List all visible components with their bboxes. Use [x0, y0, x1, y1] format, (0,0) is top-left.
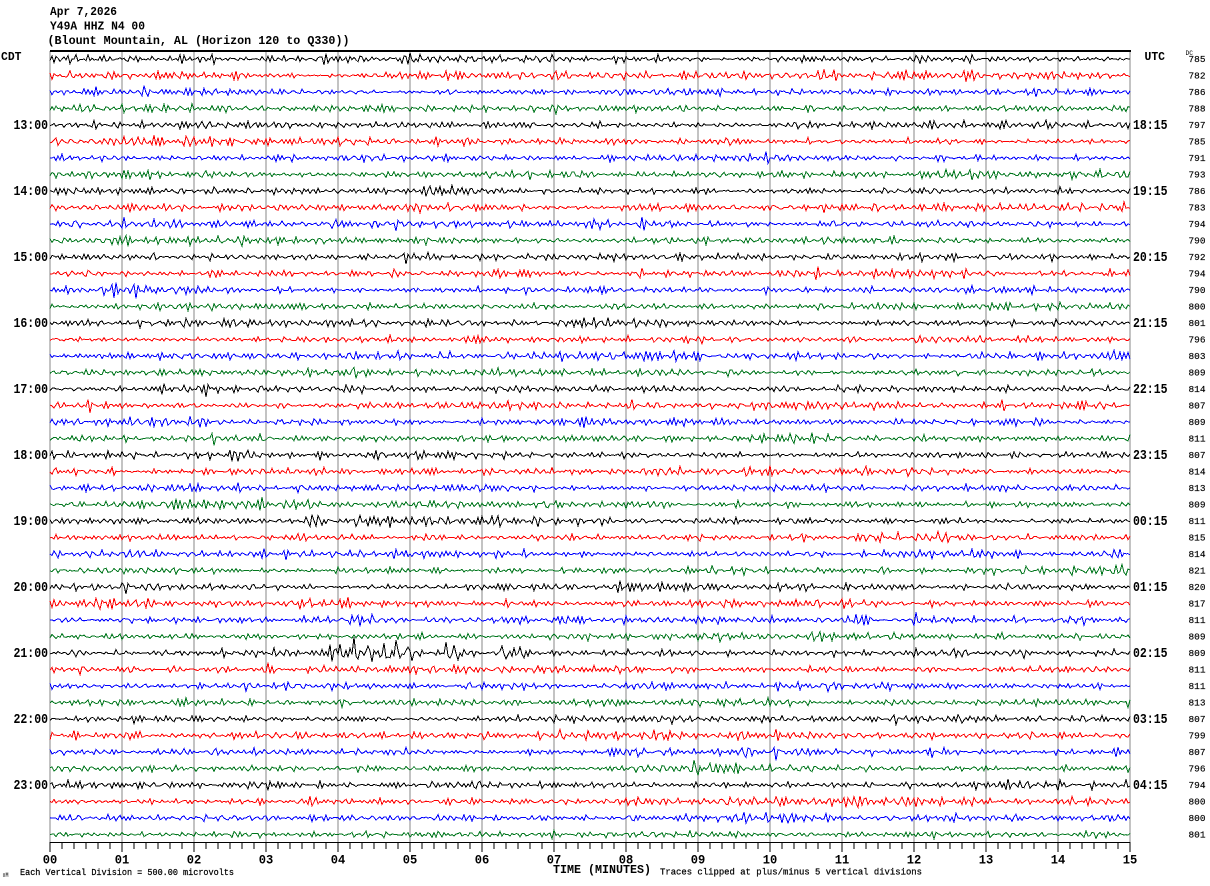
- svg-text:13:00: 13:00: [14, 119, 49, 134]
- svg-text:786: 786: [1189, 88, 1206, 98]
- svg-text:21:00: 21:00: [14, 647, 49, 662]
- svg-text:17:00: 17:00: [14, 383, 49, 398]
- svg-text:UTC: UTC: [1145, 50, 1166, 64]
- svg-text:10: 10: [763, 853, 778, 867]
- svg-text:809: 809: [1189, 500, 1206, 510]
- svg-text:820: 820: [1189, 583, 1206, 593]
- svg-text:801: 801: [1189, 830, 1206, 840]
- svg-text:12: 12: [907, 853, 922, 867]
- svg-text:813: 813: [1189, 698, 1206, 708]
- svg-text:807: 807: [1189, 748, 1206, 758]
- svg-text:809: 809: [1189, 649, 1206, 659]
- svg-text:817: 817: [1189, 599, 1206, 609]
- svg-text:08: 08: [619, 853, 634, 867]
- svg-text:788: 788: [1189, 104, 1206, 114]
- svg-text:814: 814: [1189, 467, 1206, 477]
- svg-text:(Blount Mountain, AL (Horizon: (Blount Mountain, AL (Horizon 120 to Q33…: [48, 35, 350, 48]
- svg-text:801: 801: [1189, 319, 1206, 329]
- svg-text:22:15: 22:15: [1133, 383, 1168, 398]
- svg-text:16:00: 16:00: [14, 317, 49, 332]
- svg-text:DC: DC: [1186, 50, 1194, 58]
- svg-text:811: 811: [1189, 616, 1206, 626]
- svg-text:19:15: 19:15: [1133, 185, 1168, 200]
- svg-text:09: 09: [691, 853, 706, 867]
- svg-text:18:15: 18:15: [1133, 119, 1168, 134]
- svg-text:13: 13: [979, 853, 994, 867]
- svg-text:809: 809: [1189, 418, 1206, 428]
- svg-text:TIME (MINUTES): TIME (MINUTES): [553, 863, 651, 877]
- svg-text:00:15: 00:15: [1133, 515, 1168, 530]
- svg-text:23:00: 23:00: [14, 779, 49, 794]
- svg-text:Apr 7,2026: Apr 7,2026: [50, 6, 117, 19]
- svg-text:800: 800: [1189, 814, 1206, 824]
- svg-text:00: 00: [43, 853, 58, 867]
- svg-text:797: 797: [1189, 121, 1206, 131]
- svg-text:11: 11: [835, 853, 850, 867]
- svg-text:811: 811: [1189, 434, 1206, 444]
- svg-text:807: 807: [1189, 451, 1206, 461]
- svg-text:794: 794: [1189, 269, 1206, 279]
- svg-text:813: 813: [1189, 484, 1206, 494]
- svg-text:800: 800: [1189, 797, 1206, 807]
- svg-text:821: 821: [1189, 566, 1206, 576]
- svg-text:CDT: CDT: [1, 50, 22, 64]
- svg-text:20:00: 20:00: [14, 581, 49, 596]
- svg-text:06: 06: [475, 853, 490, 867]
- svg-text:15: 15: [1123, 853, 1138, 867]
- svg-text:¤M: ¤M: [3, 872, 9, 879]
- svg-text:Traces clipped at plus/minus 5: Traces clipped at plus/minus 5 vertical …: [660, 868, 922, 878]
- svg-text:21:15: 21:15: [1133, 317, 1168, 332]
- svg-text:794: 794: [1189, 781, 1206, 791]
- svg-text:809: 809: [1189, 632, 1206, 642]
- svg-text:811: 811: [1189, 517, 1206, 527]
- svg-text:15:00: 15:00: [14, 251, 49, 266]
- svg-text:807: 807: [1189, 401, 1206, 411]
- svg-text:01:15: 01:15: [1133, 581, 1168, 596]
- svg-text:14:00: 14:00: [14, 185, 49, 200]
- svg-text:01: 01: [115, 853, 130, 867]
- svg-text:04:15: 04:15: [1133, 779, 1168, 794]
- svg-text:03:15: 03:15: [1133, 713, 1168, 728]
- svg-text:786: 786: [1189, 187, 1206, 197]
- svg-text:02:15: 02:15: [1133, 647, 1168, 662]
- svg-text:03: 03: [259, 853, 274, 867]
- svg-text:814: 814: [1189, 550, 1206, 560]
- svg-text:790: 790: [1189, 286, 1206, 296]
- svg-text:791: 791: [1189, 154, 1206, 164]
- svg-text:796: 796: [1189, 764, 1206, 774]
- svg-text:815: 815: [1189, 533, 1206, 543]
- svg-text:809: 809: [1189, 368, 1206, 378]
- svg-text:20:15: 20:15: [1133, 251, 1168, 266]
- svg-text:785: 785: [1189, 137, 1206, 147]
- svg-text:782: 782: [1189, 71, 1206, 81]
- svg-text:22:00: 22:00: [14, 713, 49, 728]
- svg-text:803: 803: [1189, 352, 1206, 362]
- svg-text:07: 07: [547, 853, 562, 867]
- svg-text:14: 14: [1051, 853, 1066, 867]
- svg-text:792: 792: [1189, 253, 1206, 263]
- svg-text:811: 811: [1189, 682, 1206, 692]
- svg-text:Y49A HHZ N4 00: Y49A HHZ N4 00: [50, 20, 145, 33]
- svg-text:18:00: 18:00: [14, 449, 49, 464]
- svg-text:02: 02: [187, 853, 202, 867]
- svg-text:794: 794: [1189, 220, 1206, 230]
- svg-text:785: 785: [1189, 55, 1206, 65]
- svg-text:807: 807: [1189, 715, 1206, 725]
- svg-text:799: 799: [1189, 731, 1206, 741]
- svg-text:23:15: 23:15: [1133, 449, 1168, 464]
- svg-text:783: 783: [1189, 203, 1206, 213]
- svg-text:790: 790: [1189, 236, 1206, 246]
- svg-text:800: 800: [1189, 302, 1206, 312]
- svg-text:Each Vertical Division = 500.: Each Vertical Division = 500.00 microvol…: [20, 868, 234, 878]
- svg-text:05: 05: [403, 853, 418, 867]
- svg-text:796: 796: [1189, 335, 1206, 345]
- svg-text:19:00: 19:00: [14, 515, 49, 530]
- svg-text:04: 04: [331, 853, 346, 867]
- svg-text:814: 814: [1189, 385, 1206, 395]
- svg-text:793: 793: [1189, 170, 1206, 180]
- svg-text:811: 811: [1189, 665, 1206, 675]
